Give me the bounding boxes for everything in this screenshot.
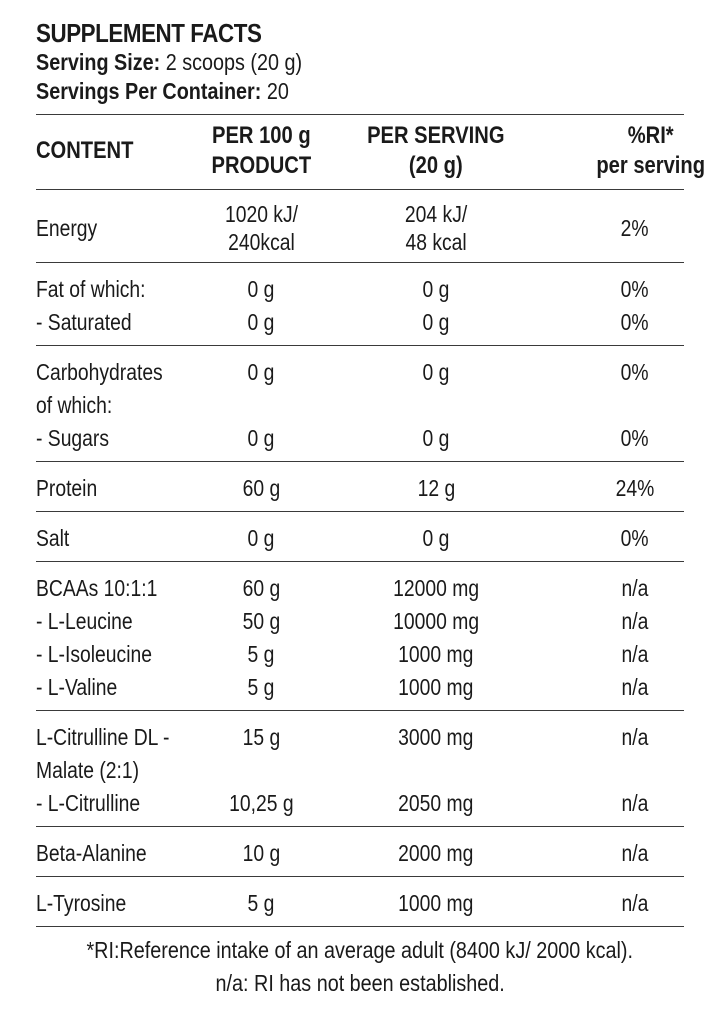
footnote: *RI:Reference intake of an average adult… [0, 934, 720, 1000]
table-row: Beta-Alanine 10 g 2000 mg n/a [36, 826, 684, 877]
col-header-content: CONTENT [36, 137, 134, 164]
table-row: Fat of which: 0 g 0 g 0% [36, 262, 684, 306]
table-row: - L-Citrulline 10,25 g 2050 mg n/a [36, 790, 649, 816]
serving-size: Serving Size: 2 scoops (20 g) [36, 48, 593, 77]
table-row: Energy 1020 kJ/240kcal 204 kJ/48 kcal 2% [36, 189, 684, 263]
servings-per-container: Servings Per Container: 20 [36, 77, 593, 106]
table-row: BCAAs 10:1:1 60 g 12000 mg n/a [36, 561, 684, 605]
table-header-row: CONTENT PER 100 g PRODUCT PER SERVING (20 … [36, 114, 705, 190]
serving-size-value: 2 scoops (20 g) [165, 49, 303, 75]
servings-value: 20 [266, 78, 289, 104]
table-row: Protein 60 g 12 g 24% [36, 461, 684, 512]
col-header-ri: %RI* per serving [596, 122, 706, 179]
table-row: L-Citrulline DL - Malate (2:1) 15 g 3000 … [36, 710, 684, 787]
table-row: - Saturated 0 g 0 g 0% [36, 309, 649, 335]
table-row: - Sugars 0 g 0 g 0% [36, 425, 649, 451]
servings-label: Servings Per Container: [36, 78, 262, 104]
footnote-na: n/a: RI has not been established. [215, 970, 505, 996]
table-row: - L-Valine 5 g 1000 mg n/a [36, 674, 649, 700]
table-row: Salt 0 g 0 g 0% [36, 511, 684, 562]
panel-title: SUPPLEMENT FACTS [36, 18, 262, 48]
col-header-per-serving: PER SERVING (20 g) [367, 122, 505, 179]
col-header-per100: PER 100 g PRODUCT [211, 122, 311, 179]
footnote-ri: *RI:Reference intake of an average adult… [86, 937, 634, 963]
table-row: L-Tyrosine 5 g 1000 mg n/a [36, 876, 684, 927]
supplement-facts-panel: SUPPLEMENT FACTS Serving Size: 2 scoops … [36, 18, 705, 927]
table-row: - L-Isoleucine 5 g 1000 mg n/a [36, 641, 649, 667]
nutrition-table: CONTENT PER 100 g PRODUCT PER SERVING (20 … [36, 114, 705, 927]
serving-size-label: Serving Size: [36, 49, 161, 75]
table-row: Carbohydrates of which: 0 g 0 g 0% [36, 345, 684, 422]
table-row: - L-Leucine 50 g 10000 mg n/a [36, 608, 649, 634]
